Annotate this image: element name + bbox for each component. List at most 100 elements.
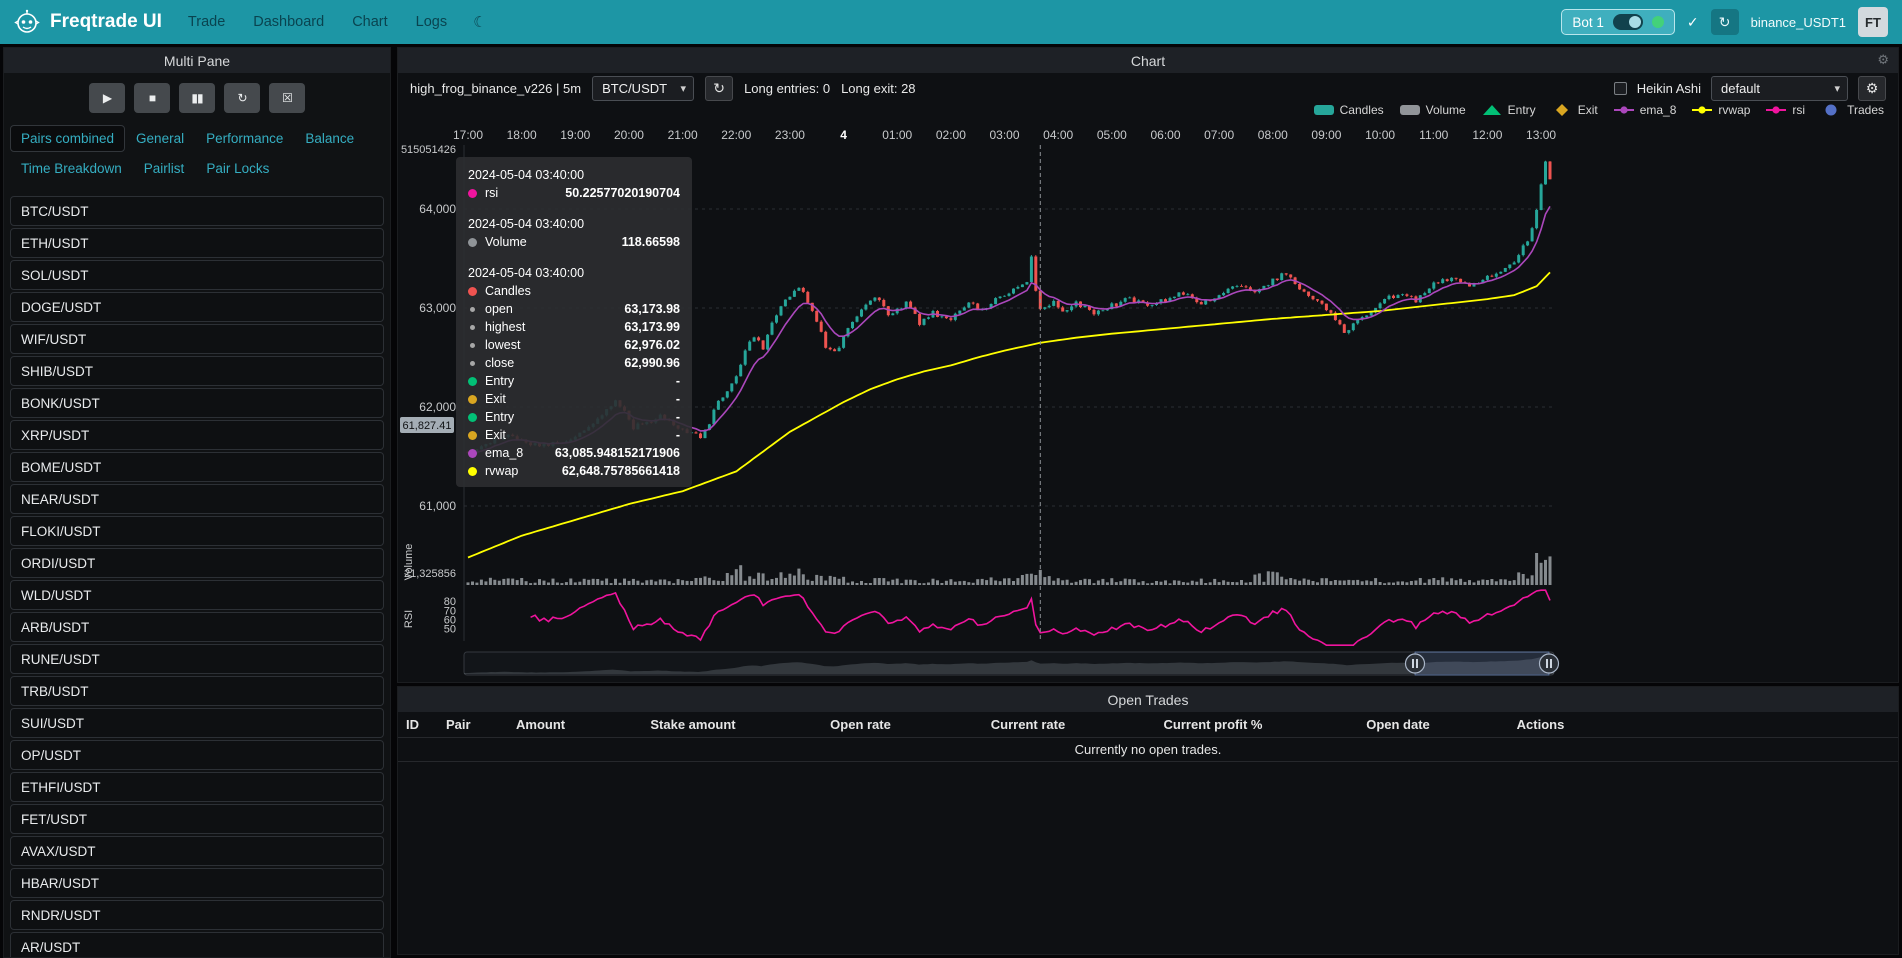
multipane-tabs: Pairs combined General Performance Balance T… (4, 121, 390, 186)
svg-text:70: 70 (444, 605, 456, 617)
svg-text:80: 80 (444, 596, 456, 608)
column-header-open-rate[interactable]: Open rate (778, 712, 943, 738)
pair-row-wld[interactable]: WLD/USDT (10, 580, 384, 610)
legend-entry[interactable]: Entry (1481, 103, 1536, 117)
pair-row-near[interactable]: NEAR/USDT (10, 484, 384, 514)
column-header-id[interactable]: ID (398, 712, 438, 738)
navbar-right: Bot 1 ✓ ↻ binance_USDT1 FT (1561, 7, 1888, 37)
legend-rsi[interactable]: rsi (1765, 103, 1805, 117)
nav-item-logs[interactable]: Logs (415, 14, 448, 30)
svg-text:12:00: 12:00 (1472, 128, 1502, 142)
pair-row-bonk[interactable]: BONK/USDT (10, 388, 384, 418)
brand[interactable]: Freqtrade UI (14, 9, 162, 35)
table-header-row: ID Pair Amount Stake amount Open rate Current… (398, 712, 1898, 738)
global-reload-button[interactable]: ↻ (1710, 9, 1739, 35)
chart-refresh-button[interactable]: ↻ (705, 75, 734, 101)
svg-text:18:00: 18:00 (507, 128, 537, 142)
column-header-open-date[interactable]: Open date (1313, 712, 1483, 738)
tab-pair-locks[interactable]: Pair Locks (206, 161, 270, 176)
tab-balance[interactable]: Balance (305, 131, 355, 146)
rsi-legend-icon (1766, 106, 1787, 114)
nav-item-trade[interactable]: Trade (187, 14, 226, 30)
legend-label: Trades (1847, 103, 1884, 117)
pair-row-arb[interactable]: ARB/USDT (10, 612, 384, 642)
svg-text:08:00: 08:00 (1258, 128, 1288, 142)
tab-general[interactable]: General (136, 131, 185, 146)
chart-legend: Candles Volume Entry Exit ema_8 rvwap rsi Trade… (398, 101, 1898, 119)
legend-label: ema_8 (1639, 103, 1677, 117)
pair-select[interactable]: BTC/USDT ▾ (592, 75, 695, 101)
open-trades-header: Open Trades (398, 687, 1898, 712)
user-avatar[interactable]: FT (1858, 7, 1888, 37)
play-button[interactable]: ▶ (89, 83, 125, 113)
pair-row-sui[interactable]: SUI/USDT (10, 708, 384, 738)
column-header-amount[interactable]: Amount (508, 712, 608, 738)
svg-text:62,000: 62,000 (419, 400, 456, 414)
svg-text:50: 50 (444, 624, 456, 636)
datazoom-right-handle[interactable] (1538, 653, 1560, 674)
pair-row-floki[interactable]: FLOKI/USDT (10, 516, 384, 546)
price-chart-canvas[interactable]: 64,000 63,000 62,000 61,000 515051426 17:00 18… (398, 119, 1898, 683)
bot-toggle-switch[interactable] (1612, 14, 1643, 30)
legend-rvwap[interactable]: rvwap (1691, 103, 1750, 117)
pair-row-ar[interactable]: AR/USDT (10, 932, 384, 957)
svg-text:11:00: 11:00 (1419, 128, 1448, 142)
pair-row-ethfi[interactable]: ETHFI/USDT (10, 772, 384, 802)
pair-row-eth[interactable]: ETH/USDT (10, 228, 384, 258)
svg-text:64,000: 64,000 (419, 202, 456, 216)
pair-row-avax[interactable]: AVAX/USDT (10, 836, 384, 866)
nav-item-chart[interactable]: Chart (352, 14, 388, 30)
pair-row-op[interactable]: OP/USDT (10, 740, 384, 770)
pair-row-rndr[interactable]: RNDR/USDT (10, 900, 384, 930)
pair-row-sol[interactable]: SOL/USDT (10, 260, 384, 290)
tab-pairs-combined[interactable]: Pairs combined (10, 125, 126, 152)
pair-row-btc[interactable]: BTC/USDT (10, 196, 384, 226)
pair-row-hbar[interactable]: HBAR/USDT (10, 868, 384, 898)
theme-toggle-icon[interactable]: ☾ (473, 14, 487, 31)
column-header-current-rate[interactable]: Current rate (943, 712, 1113, 738)
legend-ema-8[interactable]: ema_8 (1613, 103, 1677, 117)
heikin-ashi-checkbox[interactable] (1613, 81, 1627, 95)
legend-trades[interactable]: Trades (1820, 103, 1884, 117)
rsi-line (530, 589, 1551, 646)
pair-row-rune[interactable]: RUNE/USDT (10, 644, 384, 674)
tab-performance[interactable]: Performance (206, 131, 284, 146)
column-header-actions[interactable]: Actions (1483, 712, 1598, 738)
open-trades-title: Open Trades (1107, 691, 1189, 708)
datazoom-left-handle[interactable] (1404, 653, 1426, 674)
column-header-current-profit-[interactable]: Current profit % (1113, 712, 1313, 738)
column-header-stake-amount[interactable]: Stake amount (608, 712, 778, 738)
volume-legend-icon (1399, 105, 1420, 115)
svg-text:61,827.41: 61,827.41 (403, 420, 452, 432)
chart-panel-settings-icon[interactable]: ⚙ (1877, 52, 1889, 67)
legend-exit[interactable]: Exit (1551, 103, 1598, 117)
pause-button[interactable]: ▮▮ (179, 83, 215, 113)
tab-pairlist[interactable]: Pairlist (143, 161, 185, 176)
nav-item-dashboard[interactable]: Dashboard (253, 14, 325, 30)
forceexit-button[interactable]: ☒ (269, 83, 305, 113)
datazoom-slider[interactable] (463, 651, 1560, 676)
pair-row-fet[interactable]: FET/USDT (10, 804, 384, 834)
chart-body: 64,000 63,000 62,000 61,000 515051426 17:00 18… (398, 119, 1898, 683)
svg-text:09:00: 09:00 (1311, 128, 1341, 142)
pair-row-trb[interactable]: TRB/USDT (10, 676, 384, 706)
pair-row-wif[interactable]: WIF/USDT (10, 324, 384, 354)
bot-selector[interactable]: Bot 1 (1561, 9, 1675, 35)
plot-config-select[interactable]: default ▾ (1711, 75, 1848, 101)
entry-legend-icon (1482, 105, 1501, 115)
stop-button[interactable]: ■ (134, 83, 170, 113)
pair-row-bome[interactable]: BOME/USDT (10, 452, 384, 482)
plot-settings-button[interactable]: ⚙ (1858, 75, 1886, 101)
chart-right-controls: Heikin Ashi default ▾ ⚙ (1613, 75, 1886, 101)
pair-row-doge[interactable]: DOGE/USDT (10, 292, 384, 322)
pair-row-xrp[interactable]: XRP/USDT (10, 420, 384, 450)
legend-candles[interactable]: Candles (1313, 103, 1384, 117)
candles-legend-icon (1313, 105, 1334, 115)
pair-row-shib[interactable]: SHIB/USDT (10, 356, 384, 386)
column-header-pair[interactable]: Pair (438, 712, 508, 738)
legend-volume[interactable]: Volume (1399, 103, 1466, 117)
svg-text:06:00: 06:00 (1150, 128, 1180, 142)
reload-button[interactable]: ↻ (224, 83, 260, 113)
pair-row-ordi[interactable]: ORDI/USDT (10, 548, 384, 578)
tab-time-breakdown[interactable]: Time Breakdown (21, 161, 122, 176)
